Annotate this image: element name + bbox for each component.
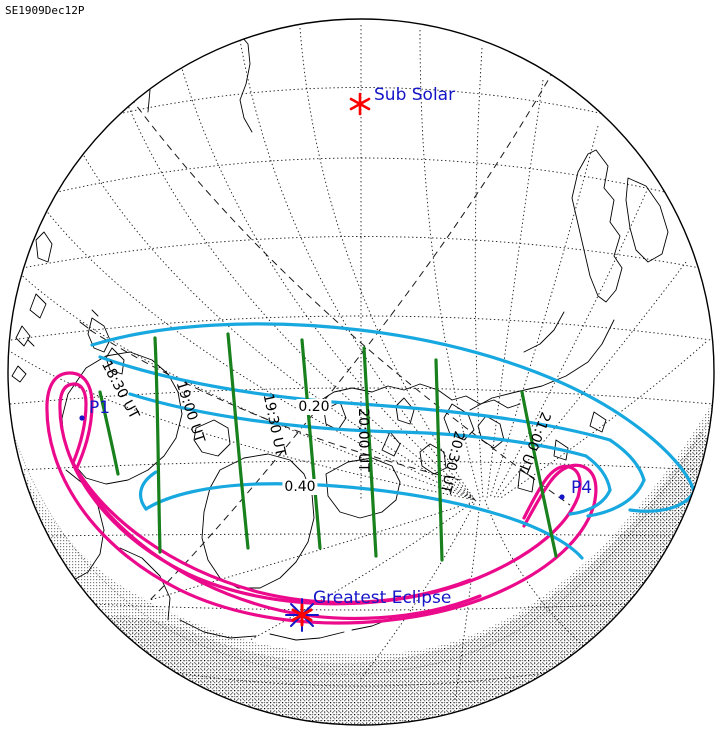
p1-marker xyxy=(79,415,85,421)
penumbral-limit-curves xyxy=(45,371,598,625)
globe-outline xyxy=(7,18,715,726)
sunrise-sunset-lines xyxy=(89,69,571,601)
greatest-eclipse-marker xyxy=(285,598,319,632)
time-meridian-lines xyxy=(98,332,558,562)
magnitude-curves xyxy=(90,322,696,560)
page-title: SE1909Dec12P xyxy=(5,4,85,17)
sub-solar-marker xyxy=(349,92,371,116)
night-shaded-region xyxy=(8,400,714,725)
p4-marker xyxy=(559,494,565,500)
